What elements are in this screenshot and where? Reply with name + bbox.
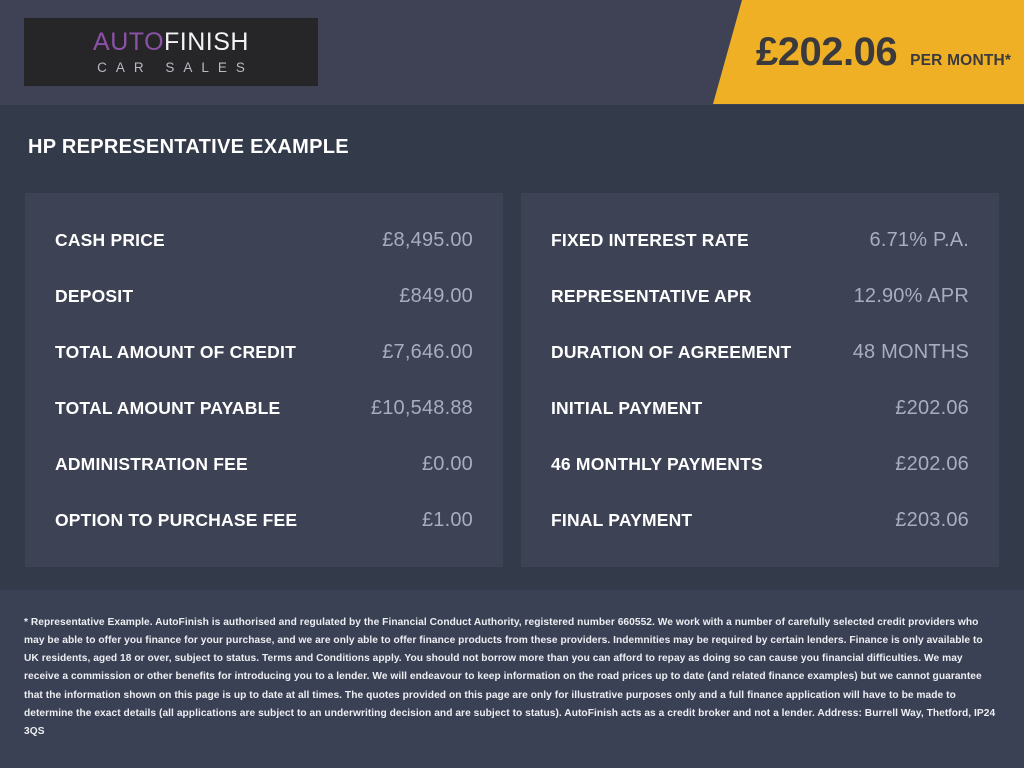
table-row: DEPOSIT £849.00 (55, 285, 473, 341)
row-value: 6.71% P.A. (869, 229, 969, 251)
monthly-price-content: £202.06 PER MONTH* (756, 30, 1011, 75)
row-value: £203.06 (895, 509, 969, 531)
table-row: FINAL PAYMENT £203.06 (551, 509, 969, 565)
row-value: £849.00 (399, 285, 473, 307)
table-row: DURATION OF AGREEMENT 48 MONTHS (551, 341, 969, 397)
row-label: REPRESENTATIVE APR (551, 286, 752, 306)
table-row: TOTAL AMOUNT OF CREDIT £7,646.00 (55, 341, 473, 397)
row-label: ADMINISTRATION FEE (55, 454, 248, 474)
brand-logo-wordmark: AUTOFINISH (93, 29, 249, 55)
row-value: £7,646.00 (382, 341, 473, 363)
table-row: REPRESENTATIVE APR 12.90% APR (551, 285, 969, 341)
row-value: £1.00 (421, 509, 473, 531)
row-label: INITIAL PAYMENT (551, 398, 703, 418)
page-header: AUTOFINISH CAR SALES £202.06 PER MONTH* (0, 0, 1024, 105)
table-row: FIXED INTEREST RATE 6.71% P.A. (551, 229, 969, 285)
row-label: TOTAL AMOUNT OF CREDIT (55, 342, 296, 362)
table-row: CASH PRICE £8,495.00 (55, 229, 473, 285)
row-label: 46 MONTHLY PAYMENTS (551, 454, 763, 474)
table-row: INITIAL PAYMENT £202.06 (551, 397, 969, 453)
row-value: £202.06 (895, 397, 969, 419)
monthly-price-amount: £202.06 (756, 29, 898, 74)
finance-panel-right: FIXED INTEREST RATE 6.71% P.A. REPRESENT… (521, 193, 999, 567)
row-label: FINAL PAYMENT (551, 510, 693, 530)
table-row: ADMINISTRATION FEE £0.00 (55, 453, 473, 509)
brand-logo-tagline: CAR SALES (97, 59, 254, 75)
monthly-price-period: PER MONTH* (910, 51, 1012, 69)
brand-logo-part-auto: AUTO (93, 28, 165, 57)
row-value: £202.06 (895, 453, 969, 475)
brand-logo[interactable]: AUTOFINISH CAR SALES (24, 18, 318, 86)
footer-disclaimer-band: * Representative Example. AutoFinish is … (0, 590, 1024, 768)
row-label: CASH PRICE (55, 230, 165, 250)
row-value: £10,548.88 (370, 397, 473, 419)
row-value: 12.90% APR (853, 285, 969, 307)
table-row: OPTION TO PURCHASE FEE £1.00 (55, 509, 473, 565)
row-value: £8,495.00 (382, 229, 473, 251)
monthly-price-banner: £202.06 PER MONTH* (713, 0, 1024, 104)
table-row: 46 MONTHLY PAYMENTS £202.06 (551, 453, 969, 509)
row-label: OPTION TO PURCHASE FEE (55, 510, 298, 530)
footer-disclaimer-text: * Representative Example. AutoFinish is … (24, 617, 996, 737)
row-label: DEPOSIT (55, 286, 134, 306)
page-title: HP REPRESENTATIVE EXAMPLE (28, 136, 349, 158)
row-label: DURATION OF AGREEMENT (551, 342, 792, 362)
row-label: FIXED INTEREST RATE (551, 230, 749, 250)
table-row: TOTAL AMOUNT PAYABLE £10,548.88 (55, 397, 473, 453)
row-label: TOTAL AMOUNT PAYABLE (55, 398, 281, 418)
finance-panel-left: CASH PRICE £8,495.00 DEPOSIT £849.00 TOT… (25, 193, 503, 567)
finance-details-panels: CASH PRICE £8,495.00 DEPOSIT £849.00 TOT… (25, 193, 999, 567)
row-value: £0.00 (421, 453, 473, 475)
row-value: 48 MONTHS (852, 341, 969, 363)
brand-logo-part-finish: FINISH (164, 28, 249, 57)
